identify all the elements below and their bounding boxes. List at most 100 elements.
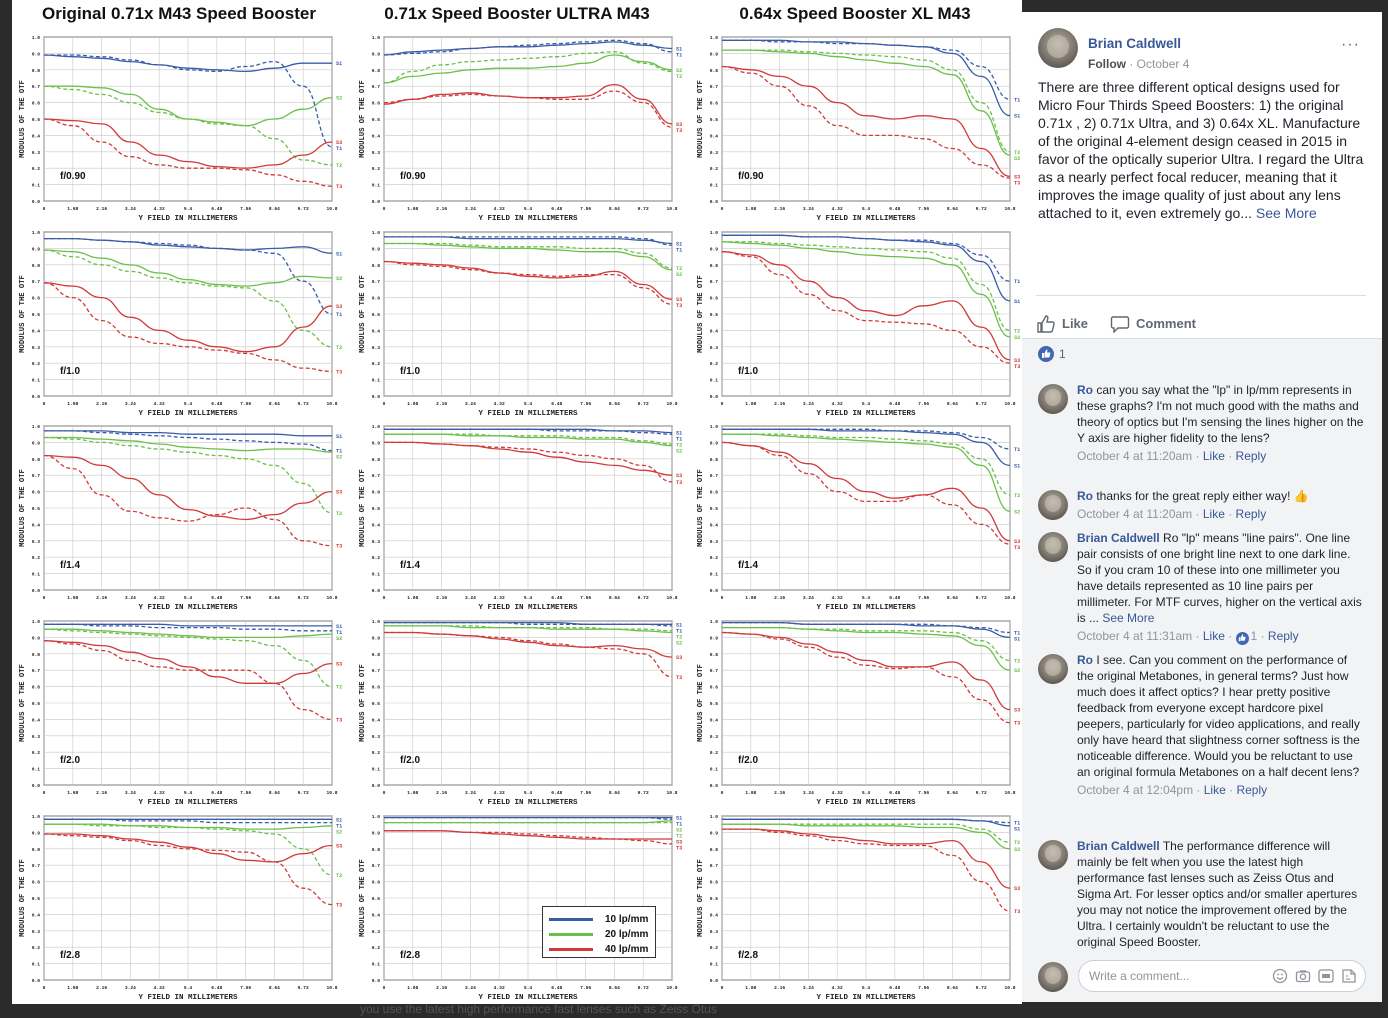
comment-time[interactable]: October 4 at 11:20am (1077, 507, 1193, 521)
series-end-label: T3 (1014, 364, 1020, 370)
commenter-name[interactable]: Brian Caldwell (1077, 531, 1160, 545)
y-tick-label: 1.0 (32, 619, 41, 625)
x-tick-label: 7.56 (918, 595, 929, 601)
comment-input[interactable]: Write a comment... (1078, 960, 1366, 992)
commenter-name[interactable]: Ro (1077, 489, 1093, 503)
x-tick-label: 7.56 (240, 206, 251, 212)
comment-reply-link[interactable]: Reply (1267, 629, 1299, 643)
x-tick-label: 8.64 (609, 595, 620, 601)
x-tick-label: 4.32 (832, 595, 843, 601)
series-line (722, 828, 1011, 889)
x-tick-label: 0 (721, 790, 724, 796)
y-axis-label: MODULUS OF THE OTF (19, 469, 27, 547)
series-line (384, 830, 673, 845)
y-tick-label: 0.6 (710, 296, 719, 302)
x-tick-label: 4.32 (494, 985, 505, 991)
y-tick-label: 0.9 (32, 51, 41, 57)
comment-time[interactable]: October 4 at 11:31am (1077, 629, 1193, 643)
x-tick-label: 6.48 (211, 985, 222, 991)
like-button[interactable]: Like (1036, 314, 1088, 333)
sticker-icon[interactable] (1341, 968, 1357, 984)
y-tick-label: 0.4 (32, 522, 41, 528)
post-meta: Follow · October 4 (1088, 57, 1190, 71)
y-tick-label: 0.0 (372, 783, 381, 789)
follow-link[interactable]: Follow (1088, 57, 1126, 71)
reaction-bar[interactable]: 1 (1022, 338, 1382, 368)
comment-text: can you say what the "lp" in lp/mm repre… (1077, 383, 1364, 445)
author-name[interactable]: Brian Caldwell (1088, 36, 1182, 51)
x-tick-label: 5.4 (862, 790, 871, 796)
x-tick-label: 2.16 (96, 985, 107, 991)
y-tick-label: 0.4 (372, 912, 381, 918)
emoji-icon[interactable] (1272, 968, 1288, 984)
x-tick-label: 8.64 (269, 595, 280, 601)
series-end-label: S3 (676, 122, 682, 128)
comment-time[interactable]: October 4 at 11:20am (1077, 449, 1193, 463)
x-tick-label: 4.32 (494, 595, 505, 601)
y-tick-label: 0.1 (32, 962, 41, 968)
author-avatar[interactable] (1038, 28, 1078, 68)
x-tick-label: 4.32 (832, 206, 843, 212)
aperture-label: f/1.4 (400, 560, 420, 571)
series-end-label: S1 (1014, 827, 1020, 833)
comment-like-link[interactable]: Like (1202, 507, 1225, 521)
mtf-chart-svg: 1.0 0.9 0.8 0.7 0.6 0.5 0.4 0.3 0.2 0.1 0.00 1.08 2.… (359, 35, 682, 223)
commenter-name[interactable]: Brian Caldwell (1077, 839, 1160, 853)
more-options-icon[interactable]: ··· (1341, 36, 1360, 53)
x-tick-label: 0 (383, 206, 386, 212)
series-end-label: T2 (1014, 658, 1020, 664)
x-tick-label: 3.24 (465, 595, 476, 601)
aperture-label: f/0.90 (738, 171, 764, 182)
mtf-chart-image: Original 0.71x M43 Speed Booster 0.71x S… (12, 0, 1022, 1004)
y-tick-label: 0.2 (372, 166, 381, 172)
see-more-link[interactable]: See More (1255, 205, 1317, 221)
x-tick-label: 8.64 (947, 206, 958, 212)
y-tick-label: 0.1 (32, 767, 41, 773)
x-tick-label: 8.64 (269, 401, 280, 407)
y-tick-label: 0.5 (710, 896, 719, 902)
y-axis-label: MODULUS OF THE OTF (359, 275, 367, 353)
x-tick-label: 9.72 (298, 401, 309, 407)
comment-reply-link[interactable]: Reply (1235, 507, 1267, 521)
commenter-avatar[interactable] (1038, 654, 1068, 684)
commenter-avatar[interactable] (1038, 532, 1068, 562)
legend-swatch (549, 917, 593, 921)
series-end-label: S1 (676, 241, 682, 247)
post-date[interactable]: October 4 (1136, 57, 1190, 71)
mtf-chart: 1.0 0.9 0.8 0.7 0.6 0.5 0.4 0.3 0.2 0.1 0.0 0 1.08 2.… (14, 227, 344, 418)
series-line (384, 625, 673, 632)
comment-button[interactable]: Comment (1110, 315, 1196, 333)
x-tick-label: 5.4 (184, 206, 193, 212)
commenter-avatar[interactable] (1038, 840, 1068, 870)
x-tick-label: 10.8 (326, 985, 337, 991)
y-tick-label: 0.3 (32, 150, 41, 156)
comment-time[interactable]: October 4 at 12:04pm (1077, 783, 1194, 797)
camera-icon[interactable] (1295, 968, 1311, 984)
x-tick-label: 4.32 (494, 790, 505, 796)
comment-reply-link[interactable]: Reply (1235, 449, 1267, 463)
x-tick-label: 7.56 (580, 595, 591, 601)
commenter-avatar[interactable] (1038, 490, 1068, 520)
y-axis-label: MODULUS OF THE OTF (19, 859, 27, 937)
comment-like-link[interactable]: Like (1202, 629, 1225, 643)
commenter-name[interactable]: Ro (1077, 383, 1093, 397)
y-tick-label: 0.6 (32, 101, 41, 107)
series-line (722, 433, 1011, 496)
series-line (384, 441, 673, 483)
y-tick-label: 0.5 (32, 896, 41, 902)
commenter-avatar[interactable] (1038, 384, 1068, 414)
comment-like-link[interactable]: Like (1202, 449, 1225, 463)
see-more-link[interactable]: See More (1102, 611, 1155, 625)
y-tick-label: 0.9 (32, 830, 41, 836)
comment-reply-link[interactable]: Reply (1236, 783, 1268, 797)
x-tick-label: 6.48 (551, 790, 562, 796)
y-tick-label: 0.3 (372, 929, 381, 935)
y-tick-label: 0.1 (710, 767, 719, 773)
gif-icon[interactable] (1318, 968, 1334, 984)
x-tick-label: 7.56 (580, 985, 591, 991)
comment-like-link[interactable]: Like (1203, 783, 1226, 797)
x-tick-label: 2.16 (436, 790, 447, 796)
commenter-name[interactable]: Ro (1077, 653, 1093, 667)
y-tick-label: 0.6 (710, 101, 719, 107)
y-tick-label: 0.6 (710, 490, 719, 496)
